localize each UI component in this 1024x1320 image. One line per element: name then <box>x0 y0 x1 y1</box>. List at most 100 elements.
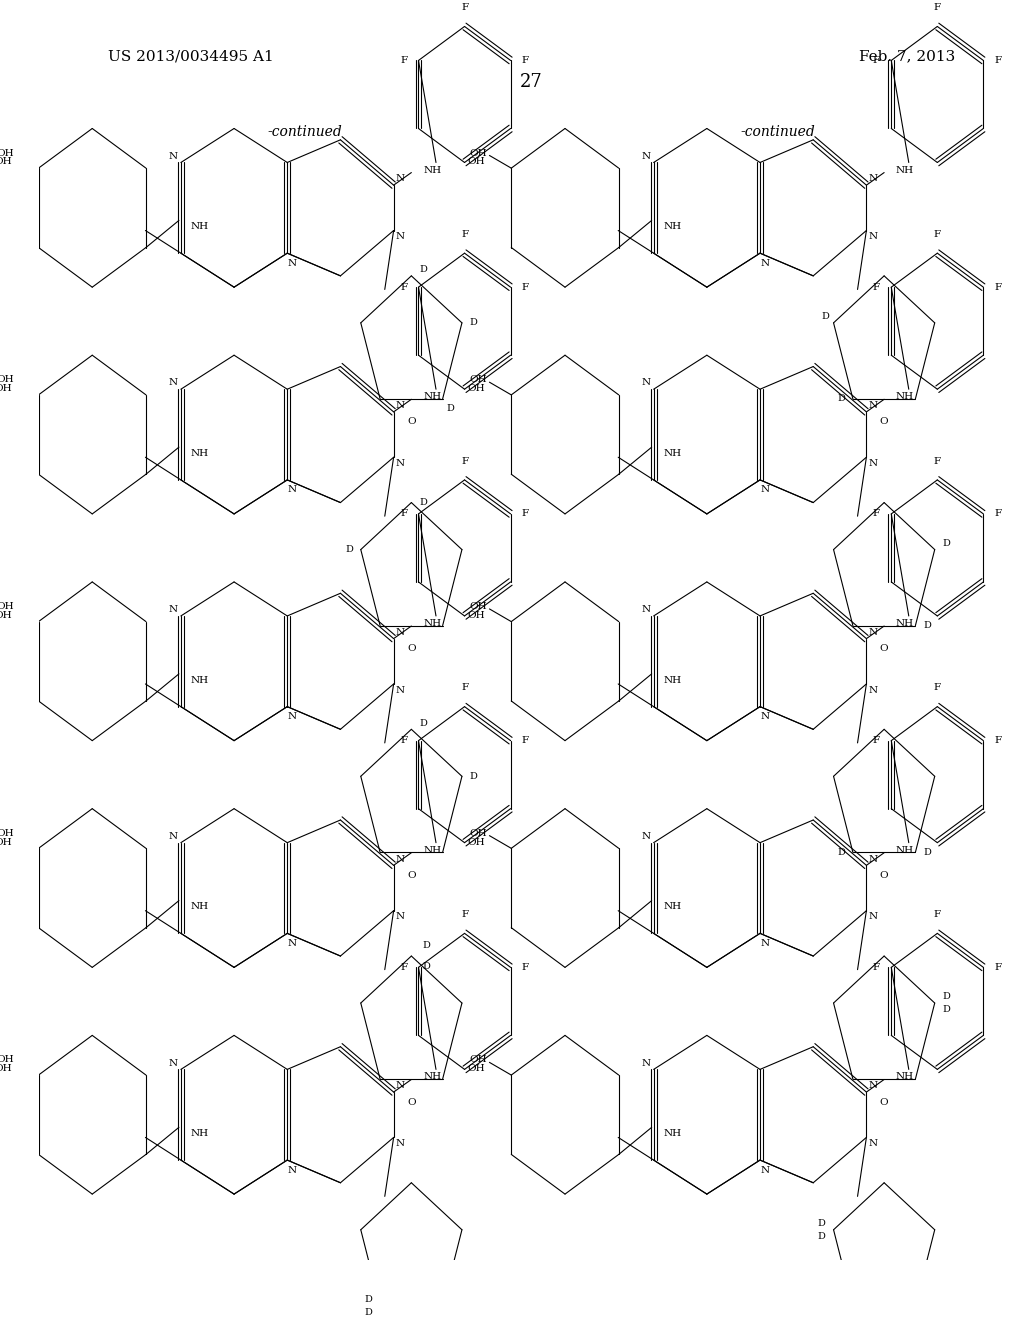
Text: OH: OH <box>0 829 14 838</box>
Text: D: D <box>818 1218 825 1228</box>
Text: OH: OH <box>469 829 486 838</box>
Text: N: N <box>641 379 650 387</box>
Text: NH: NH <box>190 1129 209 1138</box>
Text: F: F <box>522 510 529 519</box>
Text: OH: OH <box>0 157 12 166</box>
Text: O: O <box>880 871 889 880</box>
Text: N: N <box>396 628 406 636</box>
Text: F: F <box>994 962 1001 972</box>
Text: D: D <box>924 622 931 630</box>
Text: N: N <box>396 686 406 694</box>
Text: N: N <box>641 605 650 614</box>
Text: N: N <box>868 401 878 411</box>
Text: D: D <box>422 961 430 970</box>
Text: NH: NH <box>423 392 441 401</box>
Text: -continued: -continued <box>267 125 342 139</box>
Text: F: F <box>400 737 408 746</box>
Text: N: N <box>868 854 878 863</box>
Text: NH: NH <box>896 1072 914 1081</box>
Text: N: N <box>868 686 878 694</box>
Text: F: F <box>400 962 408 972</box>
Text: OH: OH <box>0 375 14 384</box>
Text: N: N <box>396 1081 406 1090</box>
Text: F: F <box>872 962 880 972</box>
Text: F: F <box>522 55 529 65</box>
Text: D: D <box>470 772 478 781</box>
Text: O: O <box>880 417 889 426</box>
Text: N: N <box>168 1059 177 1068</box>
Text: N: N <box>288 713 297 721</box>
Text: NH: NH <box>664 449 682 458</box>
Text: N: N <box>396 1139 406 1148</box>
Text: NH: NH <box>664 903 682 911</box>
Text: NH: NH <box>423 165 441 174</box>
Text: O: O <box>408 644 416 653</box>
Text: F: F <box>934 684 941 692</box>
Text: D: D <box>821 312 829 321</box>
Text: OH: OH <box>0 602 14 611</box>
Text: NH: NH <box>896 619 914 628</box>
Text: OH: OH <box>468 838 485 846</box>
Text: NH: NH <box>190 449 209 458</box>
Text: N: N <box>868 459 878 469</box>
Text: N: N <box>868 232 878 242</box>
Text: D: D <box>837 847 845 857</box>
Text: F: F <box>522 282 529 292</box>
Text: N: N <box>396 401 406 411</box>
Text: F: F <box>400 282 408 292</box>
Text: F: F <box>400 55 408 65</box>
Text: N: N <box>761 1166 769 1175</box>
Text: OH: OH <box>468 384 485 393</box>
Text: OH: OH <box>0 149 14 157</box>
Text: F: F <box>994 737 1001 746</box>
Text: N: N <box>868 1139 878 1148</box>
Text: F: F <box>522 962 529 972</box>
Text: D: D <box>446 404 455 413</box>
Text: N: N <box>761 939 769 948</box>
Text: N: N <box>396 459 406 469</box>
Text: US 2013/0034495 A1: US 2013/0034495 A1 <box>108 50 273 63</box>
Text: N: N <box>761 259 769 268</box>
Text: F: F <box>994 55 1001 65</box>
Text: F: F <box>872 510 880 519</box>
Text: D: D <box>837 395 845 404</box>
Text: D: D <box>422 941 430 950</box>
Text: N: N <box>288 939 297 948</box>
Text: N: N <box>168 152 177 161</box>
Text: OH: OH <box>469 1056 486 1064</box>
Text: NH: NH <box>423 1072 441 1081</box>
Text: D: D <box>924 847 931 857</box>
Text: NH: NH <box>664 676 682 685</box>
Text: OH: OH <box>0 611 12 620</box>
Text: O: O <box>880 1098 889 1106</box>
Text: N: N <box>868 912 878 921</box>
Text: 27: 27 <box>520 73 543 91</box>
Text: N: N <box>761 486 769 495</box>
Text: N: N <box>868 174 878 183</box>
Text: NH: NH <box>190 903 209 911</box>
Text: Feb. 7, 2013: Feb. 7, 2013 <box>859 50 955 63</box>
Text: D: D <box>365 1295 372 1304</box>
Text: D: D <box>365 1308 372 1316</box>
Text: O: O <box>408 871 416 880</box>
Text: N: N <box>396 912 406 921</box>
Text: D: D <box>818 1232 825 1241</box>
Text: F: F <box>461 684 468 692</box>
Text: OH: OH <box>0 1064 12 1073</box>
Text: NH: NH <box>896 846 914 855</box>
Text: F: F <box>461 3 468 12</box>
Text: -continued: -continued <box>740 125 815 139</box>
Text: NH: NH <box>896 392 914 401</box>
Text: N: N <box>761 713 769 721</box>
Text: NH: NH <box>190 222 209 231</box>
Text: NH: NH <box>664 1129 682 1138</box>
Text: N: N <box>868 1081 878 1090</box>
Text: F: F <box>994 282 1001 292</box>
Text: D: D <box>419 265 427 275</box>
Text: NH: NH <box>423 846 441 855</box>
Text: N: N <box>288 1166 297 1175</box>
Text: F: F <box>872 282 880 292</box>
Text: OH: OH <box>0 1056 14 1064</box>
Text: N: N <box>168 379 177 387</box>
Text: OH: OH <box>469 149 486 157</box>
